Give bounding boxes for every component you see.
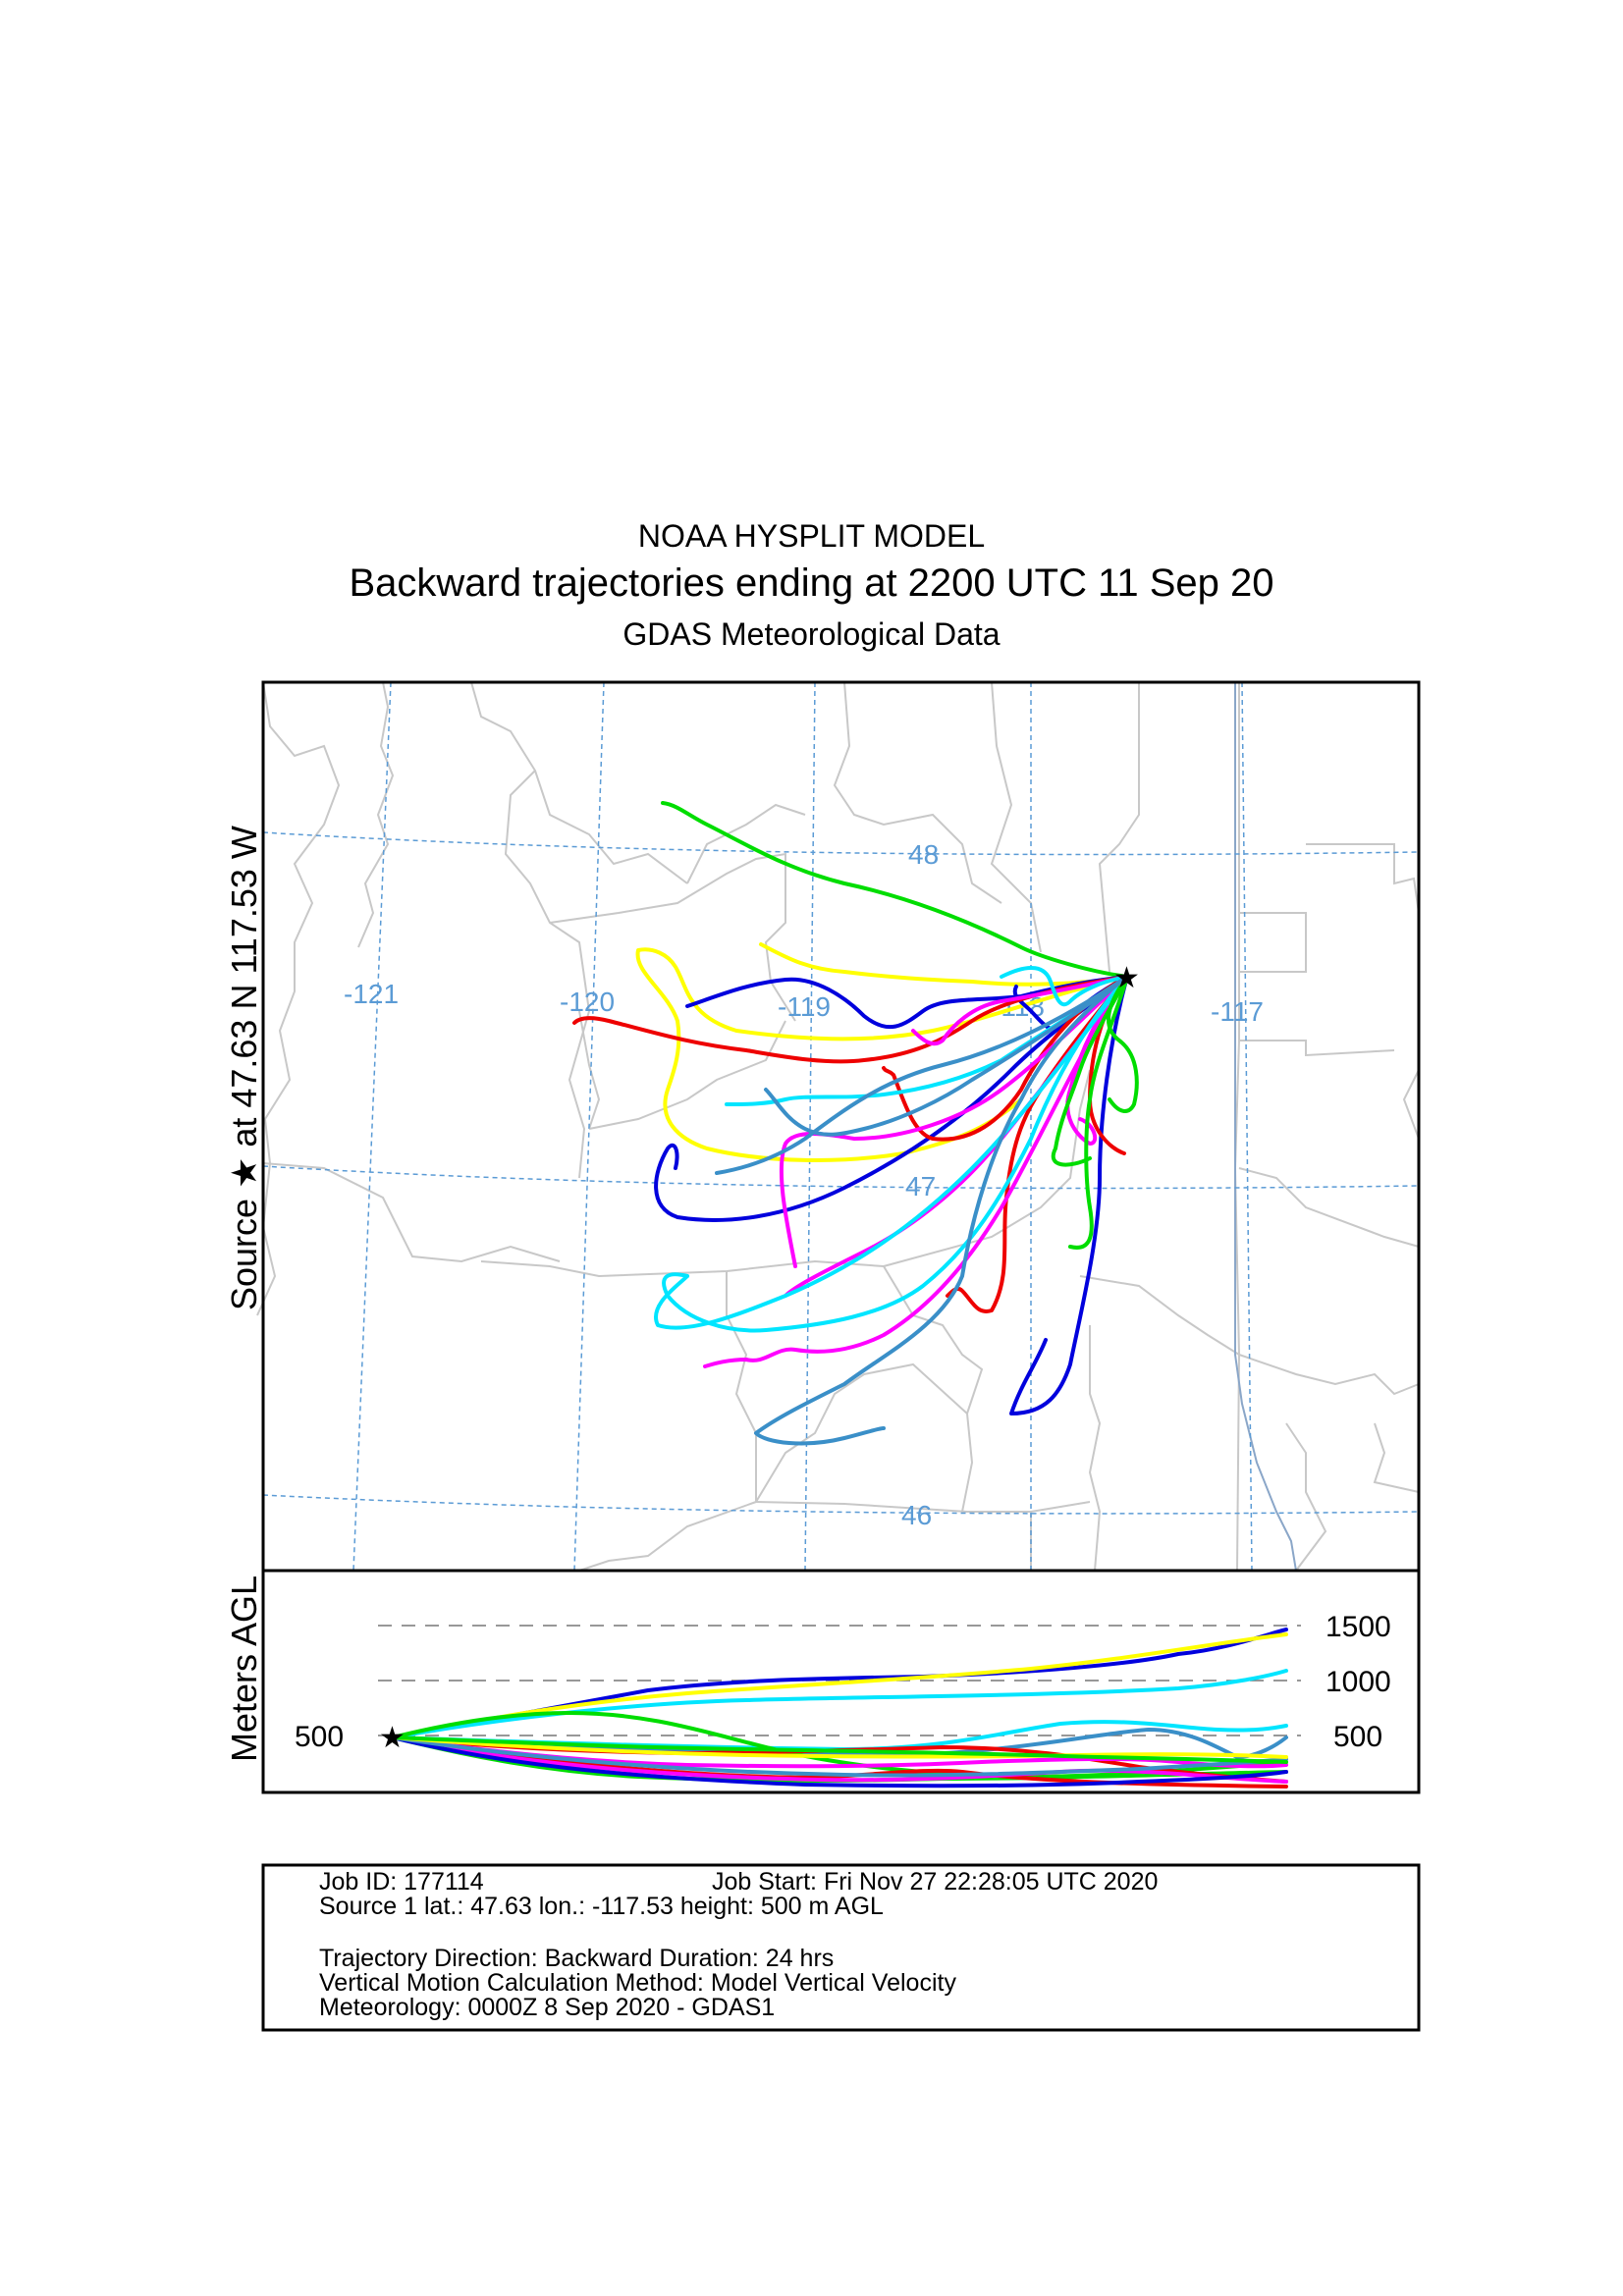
height-tick-label: 500 bbox=[1333, 1721, 1382, 1753]
trajectory-blue bbox=[654, 975, 1129, 1222]
height-panel: 1500 1000 500 500 ★ bbox=[295, 1611, 1391, 1789]
source-star-icon: ★ bbox=[1113, 961, 1140, 995]
county-border bbox=[1238, 1167, 1420, 1248]
county-border bbox=[480, 1259, 885, 1278]
county-border bbox=[883, 1265, 984, 1415]
job-start: Job Start: Fri Nov 27 22:28:05 UTC 2020 bbox=[712, 1868, 1159, 1896]
county-border bbox=[1098, 682, 1140, 973]
trajectory-green bbox=[1068, 975, 1129, 1250]
county-border bbox=[960, 1413, 1091, 1513]
county-border bbox=[755, 1362, 968, 1503]
lon-label: -120 bbox=[560, 987, 615, 1017]
longitude-line-119 bbox=[804, 681, 816, 1572]
trajectory-steelblue bbox=[764, 975, 1129, 1137]
county-border bbox=[833, 681, 1002, 904]
county-border bbox=[578, 1010, 601, 1130]
source-info: Source 1 lat.: 47.63 lon.: -117.53 heigh… bbox=[319, 1893, 884, 1920]
longitude-line-121 bbox=[352, 681, 392, 1572]
trajectory-magenta bbox=[1065, 975, 1129, 1146]
county-border bbox=[1088, 1325, 1102, 1572]
trajectory-green bbox=[661, 801, 1129, 979]
vertical-motion-method: Vertical Motion Calculation Method: Mode… bbox=[319, 1969, 956, 1997]
trajectory-yellow bbox=[759, 942, 1129, 987]
longitude-line-117 bbox=[1241, 681, 1253, 1572]
county-border bbox=[686, 803, 806, 884]
lat-lon-grid bbox=[262, 681, 1420, 1572]
height-tick-label: 1000 bbox=[1325, 1666, 1391, 1698]
county-border bbox=[357, 681, 395, 948]
trajectory-magenta bbox=[703, 975, 1129, 1368]
longitude-line-120 bbox=[573, 681, 605, 1572]
map-borders bbox=[256, 681, 1420, 1572]
trajectory-steelblue bbox=[715, 975, 1129, 1175]
county-border bbox=[262, 1162, 561, 1263]
meteorology-info: Meteorology: 0000Z 8 Sep 2020 - GDAS1 bbox=[319, 1994, 776, 2021]
height-profile bbox=[391, 1669, 1288, 1739]
county-border bbox=[1239, 912, 1307, 973]
lat-label: 48 bbox=[908, 839, 939, 870]
trajectories bbox=[572, 801, 1139, 1446]
county-border bbox=[883, 1069, 1091, 1267]
lon-label: -119 bbox=[778, 991, 831, 1022]
county-border bbox=[588, 1020, 786, 1130]
trajectory-magenta bbox=[779, 975, 1129, 1268]
trajectory-magenta bbox=[911, 975, 1129, 1046]
height-profile bbox=[391, 1735, 1288, 1778]
chart-frames bbox=[261, 680, 1421, 2032]
county-border bbox=[1238, 1354, 1420, 1396]
height-profile bbox=[391, 1735, 1288, 1784]
trajectory-green bbox=[1051, 975, 1129, 1167]
trajectory-blue bbox=[1009, 975, 1129, 1415]
trajectory-direction: Trajectory Direction: Backward Duration:… bbox=[319, 1945, 835, 1972]
trajectory-cyan bbox=[1000, 965, 1129, 1007]
start-star-icon: ★ bbox=[379, 1721, 406, 1755]
county-border bbox=[1306, 843, 1420, 1140]
lat-label: 46 bbox=[901, 1500, 932, 1530]
county-border bbox=[1285, 1422, 1327, 1572]
trajectory-steelblue bbox=[754, 975, 1129, 1446]
latitude-line-47 bbox=[262, 1165, 1420, 1190]
height-profile bbox=[391, 1735, 1288, 1789]
county-border bbox=[1239, 1040, 1395, 1057]
trajectory-cyan bbox=[654, 975, 1129, 1330]
county-border bbox=[1079, 1275, 1240, 1356]
county-border bbox=[1373, 1422, 1420, 1493]
trajectory-green bbox=[1106, 975, 1139, 1113]
height-profile bbox=[391, 1735, 1288, 1764]
model-title: NOAA HYSPLIT MODEL bbox=[637, 518, 986, 554]
lat-label: 47 bbox=[905, 1171, 936, 1201]
county-border bbox=[726, 1271, 757, 1502]
county-border bbox=[470, 681, 688, 884]
chart-title: Backward trajectories ending at 2200 UTC… bbox=[349, 561, 1274, 605]
latitude-line-46 bbox=[262, 1494, 1420, 1515]
lon-label: -121 bbox=[344, 979, 399, 1009]
trajectory-red bbox=[882, 975, 1129, 1142]
job-id: Job ID: 177114 bbox=[319, 1868, 484, 1896]
county-border bbox=[504, 770, 591, 1179]
county-border bbox=[262, 681, 341, 1164]
latitude-line-48 bbox=[262, 831, 1420, 856]
height-profile bbox=[391, 1632, 1288, 1739]
county-border bbox=[256, 1162, 277, 1316]
county-border bbox=[755, 1501, 968, 1513]
trajectory-red bbox=[572, 975, 1129, 1064]
height-profile bbox=[391, 1735, 1288, 1759]
county-border bbox=[990, 681, 1042, 953]
lon-label: -117 bbox=[1211, 996, 1264, 1027]
data-source-subtitle: GDAS Meteorological Data bbox=[622, 616, 1001, 652]
trajectory-yellow bbox=[635, 947, 1129, 1162]
county-border bbox=[578, 1501, 757, 1572]
trajectory-blue bbox=[685, 975, 1129, 1030]
trajectory-cyan bbox=[662, 975, 1129, 1333]
height-tick-label: 1500 bbox=[1325, 1611, 1391, 1643]
snake-river bbox=[1234, 682, 1297, 1572]
start-height-label: 500 bbox=[295, 1721, 344, 1753]
